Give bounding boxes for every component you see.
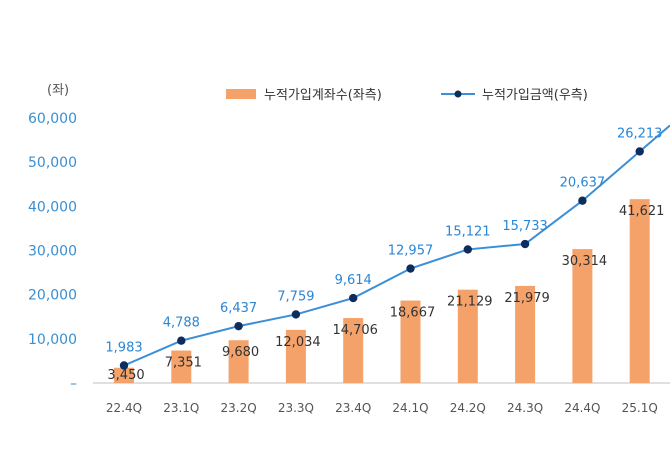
- legend-bar-swatch: [226, 89, 256, 99]
- y-axis: 60,000 50,000 40,000 30,000 20,000 10,000 –: [28, 111, 77, 392]
- bar: [228, 340, 249, 383]
- bar: [343, 318, 364, 383]
- x-tick-label: 23.1Q: [163, 401, 199, 415]
- bar: [457, 289, 478, 383]
- line-path-extension: [639, 124, 670, 153]
- y-tick-label: 60,000: [28, 111, 77, 127]
- line-point: [578, 196, 587, 205]
- line-series: 1,983 4,788 6,437 7,759 9,614 12,957 15,121 15,…: [105, 124, 670, 370]
- x-tick-label: 24.3Q: [507, 401, 543, 415]
- bar-data-label: 41,621: [619, 204, 665, 219]
- x-tick-label: 22.4Q: [106, 401, 142, 415]
- line-point: [349, 293, 358, 303]
- x-tick-label: 23.2Q: [221, 401, 257, 415]
- line-data-label: 15,121: [445, 224, 491, 239]
- bar-data-label: 9,680: [222, 345, 259, 360]
- line-data-label: 6,437: [220, 301, 257, 316]
- bar: [572, 249, 593, 383]
- x-tick-label: 24.4Q: [564, 401, 600, 415]
- bar: [171, 350, 192, 383]
- bar: [114, 367, 134, 383]
- line-data-label: 20,637: [560, 176, 606, 191]
- bar-series: 3,450 7,351 9,680 12,034 14,706 18,667 21,129 2…: [107, 199, 664, 383]
- bar-data-label: 14,706: [332, 323, 378, 338]
- line-data-label: 9,614: [335, 273, 372, 288]
- line-data-label: 12,957: [388, 244, 434, 259]
- bar-data-label: 12,034: [275, 335, 321, 350]
- legend-bar-label: 누적가입계좌수(좌측): [264, 88, 382, 103]
- line-data-label: 15,733: [502, 219, 548, 234]
- bar: [400, 300, 421, 383]
- line-point: [635, 147, 644, 156]
- line-data-label: 7,759: [277, 289, 314, 304]
- legend: 누적가입계좌수(좌측) 누적가입금액(우측): [226, 88, 588, 103]
- bar-data-label: 7,351: [165, 356, 202, 371]
- bar: [515, 285, 536, 383]
- line-point: [234, 321, 243, 331]
- legend-line-label: 누적가입금액(우측): [482, 88, 588, 103]
- left-axis-unit-label: (좌): [47, 83, 69, 98]
- bar-data-label: 18,667: [390, 306, 436, 321]
- x-tick-label: 24.2Q: [450, 401, 486, 415]
- line-point: [291, 310, 301, 319]
- bar: [629, 199, 650, 383]
- y-tick-label: 40,000: [28, 199, 77, 215]
- x-tick-label: 23.4Q: [335, 401, 371, 415]
- x-tick-label: 25.1Q: [622, 401, 658, 415]
- bar-data-label: 21,129: [447, 295, 493, 310]
- x-tick-label: 23.3Q: [278, 401, 314, 415]
- bar-data-label: 21,979: [504, 291, 550, 306]
- y-tick-label: –: [70, 376, 77, 392]
- x-axis-ticks: 22.4Q 23.1Q 23.2Q 23.3Q 23.4Q 24.1Q 24.2Q 24.3Q…: [106, 401, 658, 415]
- line-path: [123, 150, 641, 367]
- line-data-label: 4,788: [163, 316, 200, 331]
- line-point: [406, 264, 415, 273]
- line-point: [463, 245, 472, 254]
- y-tick-label: 30,000: [28, 244, 77, 260]
- legend-line-marker: [454, 90, 462, 98]
- bar-data-label: 30,314: [562, 254, 608, 269]
- line-point: [177, 336, 186, 345]
- line-point: [119, 361, 129, 370]
- y-tick-label: 10,000: [28, 332, 77, 348]
- bar-data-label: 3,450: [107, 368, 144, 383]
- line-point: [520, 239, 530, 249]
- line-data-label: 26,213: [617, 126, 663, 141]
- x-tick-label: 24.1Q: [392, 401, 428, 415]
- y-tick-label: 50,000: [28, 155, 77, 171]
- bar: [285, 329, 306, 383]
- line-data-label: 1,983: [105, 340, 142, 355]
- y-tick-label: 20,000: [28, 288, 77, 304]
